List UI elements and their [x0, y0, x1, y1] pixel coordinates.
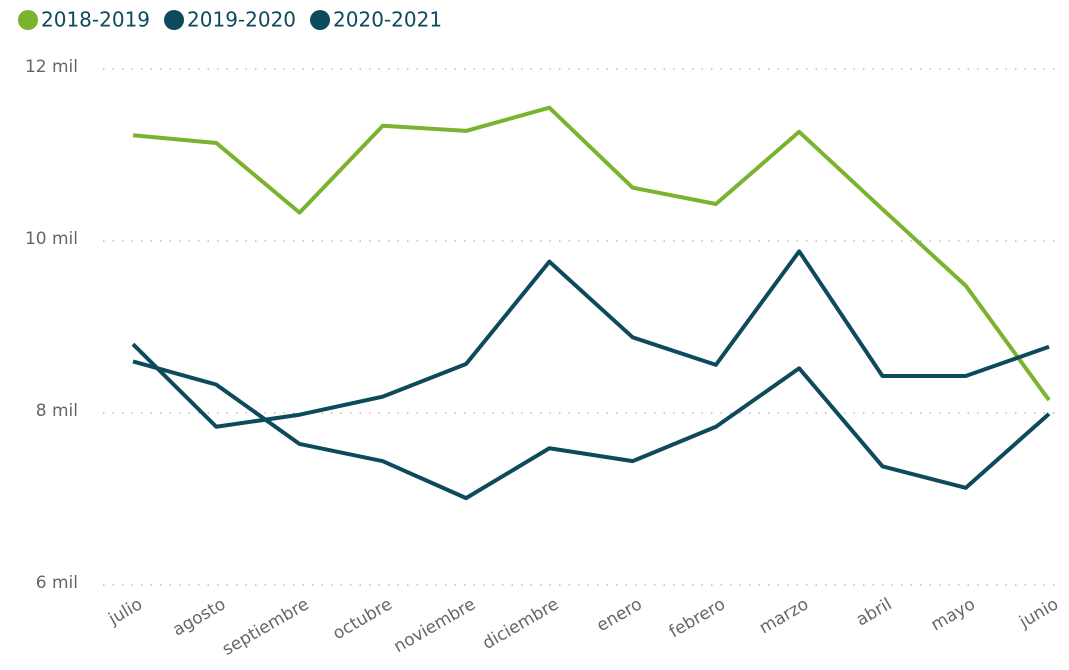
y-tick-label: 8 mil [36, 401, 78, 421]
x-tick-label: abril [853, 594, 896, 630]
legend-label: 2018-2019 [41, 8, 150, 32]
x-tick-label: mayo [928, 594, 979, 635]
y-tick-label: 12 mil [25, 57, 78, 77]
x-tick-label: noviembre [390, 594, 479, 657]
series-line [132, 105, 1051, 402]
legend-marker [164, 10, 185, 30]
series-line [131, 249, 1050, 429]
x-tick-label: julio [105, 594, 146, 630]
x-tick-label: febrero [666, 594, 729, 642]
x-tick-label: enero [593, 594, 645, 636]
y-tick-label: 6 mil [36, 573, 78, 593]
x-tick-label: agosto [169, 594, 229, 640]
y-tick-label: 10 mil [25, 229, 78, 249]
x-tick-label: septiembre [219, 594, 312, 660]
x-tick-label: diciembre [479, 594, 562, 654]
legend-label: 2019-2020 [187, 8, 296, 32]
x-tick-label: octubre [329, 594, 395, 644]
x-tick-label: junio [1015, 594, 1062, 633]
legend-label: 2020-2021 [333, 8, 442, 32]
x-tick-label: marzo [756, 594, 812, 638]
legend-marker [18, 10, 38, 30]
series-line [132, 359, 1051, 501]
legend-marker [310, 10, 331, 30]
